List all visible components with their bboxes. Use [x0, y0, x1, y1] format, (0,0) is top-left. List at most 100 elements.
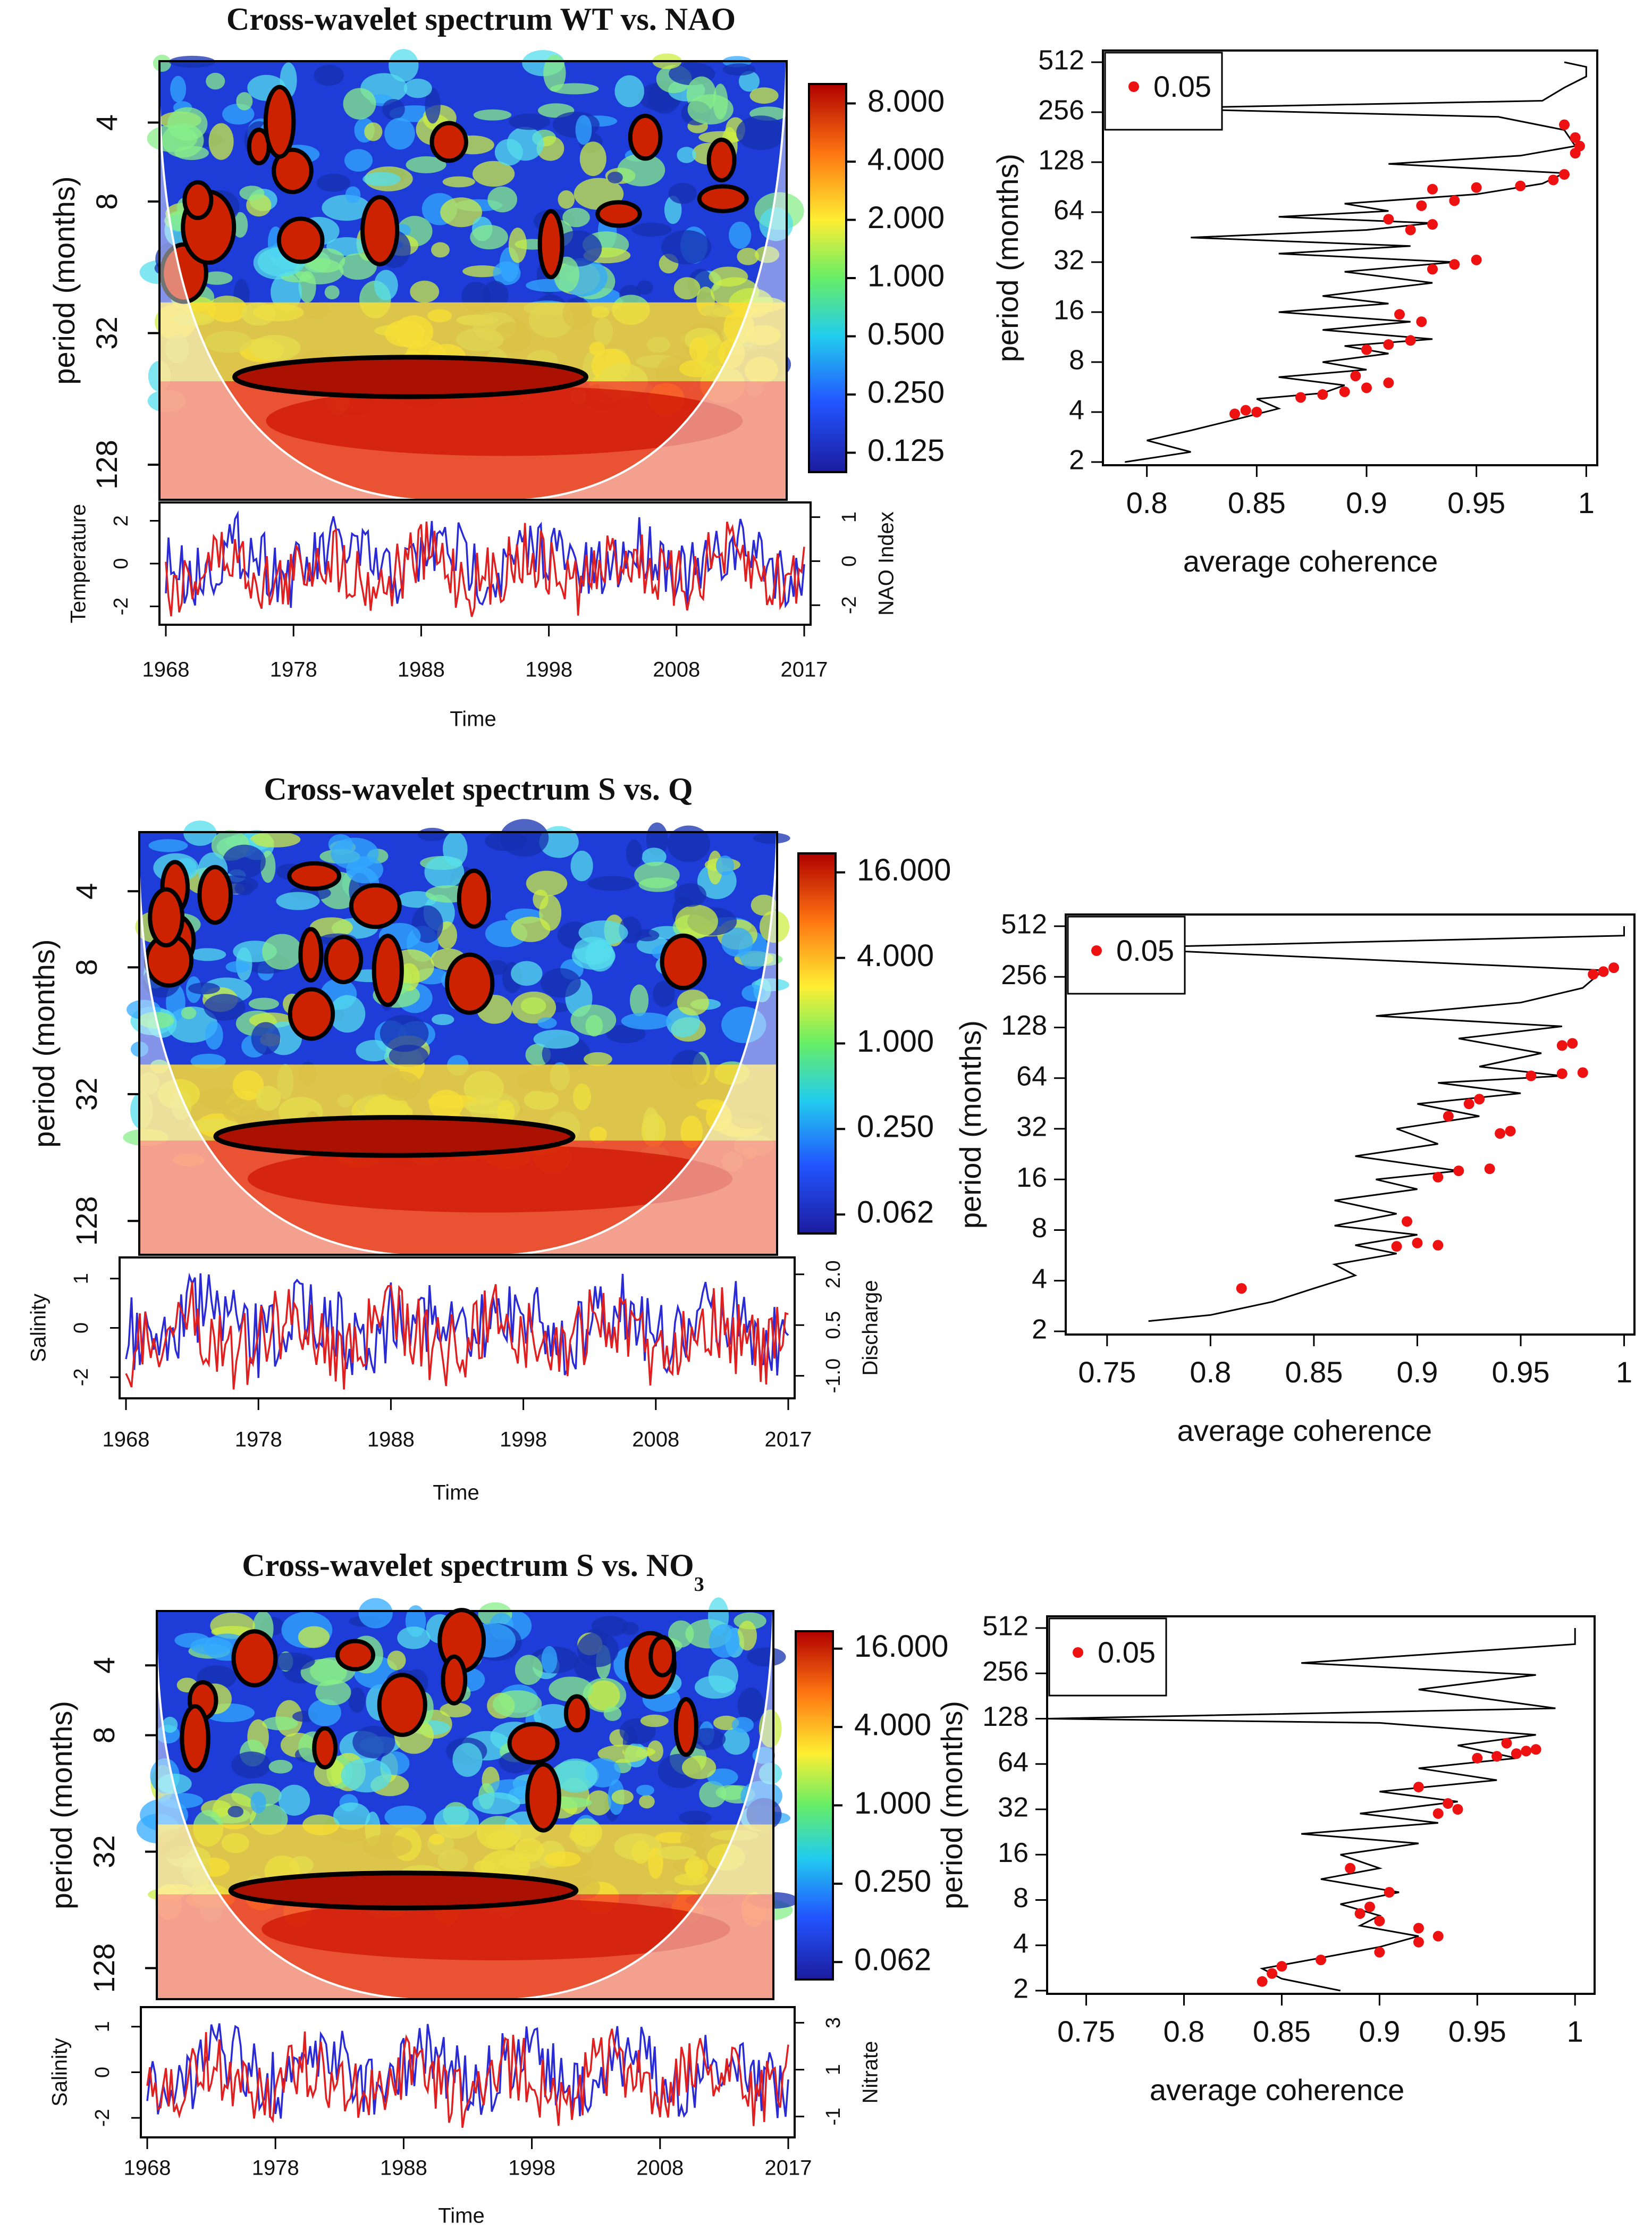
power-blob	[153, 54, 172, 72]
timeseries-line-nitrate	[146, 2028, 789, 2128]
coherence-significant-point	[1452, 1804, 1463, 1815]
power-blob	[537, 1017, 557, 1029]
significance-contour	[706, 137, 737, 183]
timeseries-xtick-label: 1998	[525, 658, 572, 682]
power-blob	[384, 1805, 426, 1828]
coherence-significant-point	[1559, 119, 1570, 130]
colorbar-tick-label: 0.062	[857, 1195, 934, 1230]
significance-contour	[660, 933, 707, 991]
timeseries-xtick-label: 2008	[636, 2157, 684, 2180]
power-blob	[250, 1791, 266, 1814]
power-blob	[647, 1740, 663, 1762]
power-blob	[636, 1784, 654, 1796]
power-blob	[577, 1632, 619, 1667]
power-blob	[343, 88, 376, 120]
power-blob	[380, 1014, 429, 1052]
coherence-xtick-label: 0.9	[1346, 486, 1387, 519]
timeseries-left-tick-label: 0	[110, 558, 132, 569]
power-blob	[621, 1622, 639, 1635]
coherence-ytick-label: 512	[982, 1611, 1029, 1642]
coherence-significant-point	[1495, 1128, 1506, 1139]
significance-contour	[457, 868, 491, 929]
heatmap	[139, 49, 804, 502]
power-blob	[440, 1702, 471, 1718]
power-blob	[759, 910, 790, 943]
significance-contour	[441, 1654, 468, 1706]
coherence-significant-point	[1556, 1068, 1567, 1079]
power-blob	[591, 1616, 628, 1637]
heatmap-ytick-label: 8	[87, 1727, 121, 1743]
coherence-significant-point	[1432, 1172, 1444, 1183]
power-blob	[679, 1810, 712, 1825]
colorbar-tick-label: 16.000	[854, 1629, 948, 1664]
power-blob	[174, 1632, 210, 1648]
timeseries-line-discharge	[125, 1281, 789, 1390]
power-blob	[715, 855, 735, 876]
power-blob	[570, 850, 593, 882]
heatmap-ylabel: period (months)	[47, 176, 81, 384]
power-blob	[262, 1716, 298, 1731]
coherence-line	[1107, 926, 1625, 1322]
power-blob	[442, 831, 468, 867]
power-blob	[629, 984, 649, 1017]
significance-contour	[263, 85, 296, 159]
timeseries-right-tick-label: 2.0	[822, 1260, 845, 1288]
power-blob	[668, 1620, 694, 1648]
timeseries-xtick-label: 1998	[508, 2157, 555, 2180]
power-blob	[509, 113, 550, 130]
coherence-significant-point	[1364, 1901, 1375, 1912]
heatmap-ytick-label: 128	[90, 440, 123, 489]
heatmap	[136, 1597, 799, 2001]
coherence-ytick-label: 16	[998, 1838, 1029, 1868]
coherence-significant-point	[1427, 219, 1438, 230]
power-blob	[749, 87, 779, 104]
coherence-significant-point	[1405, 335, 1416, 346]
power-blob	[397, 1626, 431, 1649]
power-blob	[606, 1025, 646, 1043]
coherence-xtick-label: 1	[1616, 1355, 1632, 1389]
coherence-ytick-label: 128	[1038, 145, 1084, 176]
power-blob	[440, 197, 483, 228]
coherence-xlabel: average coherence	[1177, 1414, 1432, 1447]
significance-contour	[563, 1694, 590, 1733]
timeseries-xtick-label: 1968	[103, 1428, 150, 1452]
power-blob	[236, 92, 253, 111]
coherence-significant-point	[1345, 1863, 1356, 1874]
power-blob	[474, 109, 512, 121]
significance-contour	[231, 1629, 278, 1688]
power-blob	[358, 1598, 393, 1629]
coherence-significant-point	[1559, 169, 1570, 180]
coherence-significant-point	[1295, 392, 1306, 403]
coherence-ytick-label: 4	[1013, 1928, 1029, 1959]
power-blob	[737, 1688, 764, 1723]
power-blob	[181, 1006, 197, 1019]
power-blob	[731, 1717, 754, 1733]
timeseries-right-tick-label: 1	[838, 511, 861, 523]
timeseries-xtick-label: 2017	[781, 658, 828, 682]
significance-contour	[312, 1726, 338, 1769]
coherence-significant-point	[1361, 344, 1372, 355]
chart-title: Cross-wavelet spectrum S vs. Q	[264, 771, 693, 807]
cone-of-influence	[139, 832, 777, 1256]
timeseries-line-nao-index	[165, 521, 805, 617]
colorbar	[797, 852, 837, 1235]
coherence-ytick-label: 64	[1053, 195, 1084, 226]
timeseries-xlabel: Time	[450, 708, 496, 731]
timeseries-right-tick-label: -2	[838, 596, 861, 614]
timeseries-left-label: Salinity	[27, 1294, 50, 1362]
timeseries-xlabel: Time	[433, 1481, 479, 1505]
power-blob	[162, 123, 204, 158]
power-blob	[755, 246, 780, 263]
coherence-significant-point	[1432, 1808, 1444, 1819]
power-blob	[356, 1039, 392, 1062]
power-blob	[452, 1743, 483, 1777]
coherence-ytick-label: 2	[1013, 1974, 1029, 2004]
coherence-significant-point	[1443, 1111, 1454, 1122]
power-blob	[206, 72, 225, 90]
peak-region	[266, 385, 743, 456]
timeseries-left-tick-label: -2	[110, 598, 132, 616]
power-blob	[585, 1014, 603, 1037]
significance-contour	[349, 883, 402, 929]
timeseries-line-salinity	[146, 2023, 789, 2119]
power-blob	[554, 1758, 597, 1793]
